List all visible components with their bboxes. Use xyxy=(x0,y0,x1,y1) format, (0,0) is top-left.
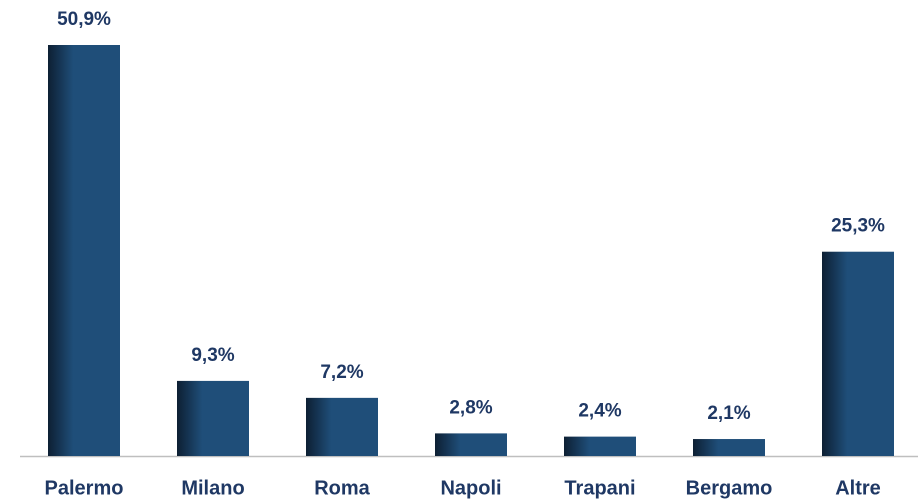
x-tick-label: Bergamo xyxy=(686,477,773,499)
bar xyxy=(435,433,507,456)
x-tick-label: Roma xyxy=(314,477,370,499)
bar xyxy=(306,397,378,456)
bar xyxy=(693,439,765,456)
value-label: 2,1% xyxy=(707,403,750,424)
value-label: 7,2% xyxy=(320,362,363,383)
value-label: 50,9% xyxy=(57,9,111,30)
bar xyxy=(564,436,636,456)
x-tick-label: Milano xyxy=(181,477,244,499)
bar xyxy=(48,45,120,456)
value-label: 2,8% xyxy=(449,397,492,418)
x-tick-label: Napoli xyxy=(440,477,501,499)
x-tick-label: Altre xyxy=(835,477,881,499)
x-tick-label: Trapani xyxy=(564,477,635,499)
x-tick-label: Palermo xyxy=(45,477,124,499)
bar xyxy=(822,251,894,456)
value-label: 9,3% xyxy=(191,345,234,366)
bar xyxy=(177,380,249,456)
value-label: 25,3% xyxy=(831,216,885,237)
value-label: 2,4% xyxy=(578,401,621,422)
